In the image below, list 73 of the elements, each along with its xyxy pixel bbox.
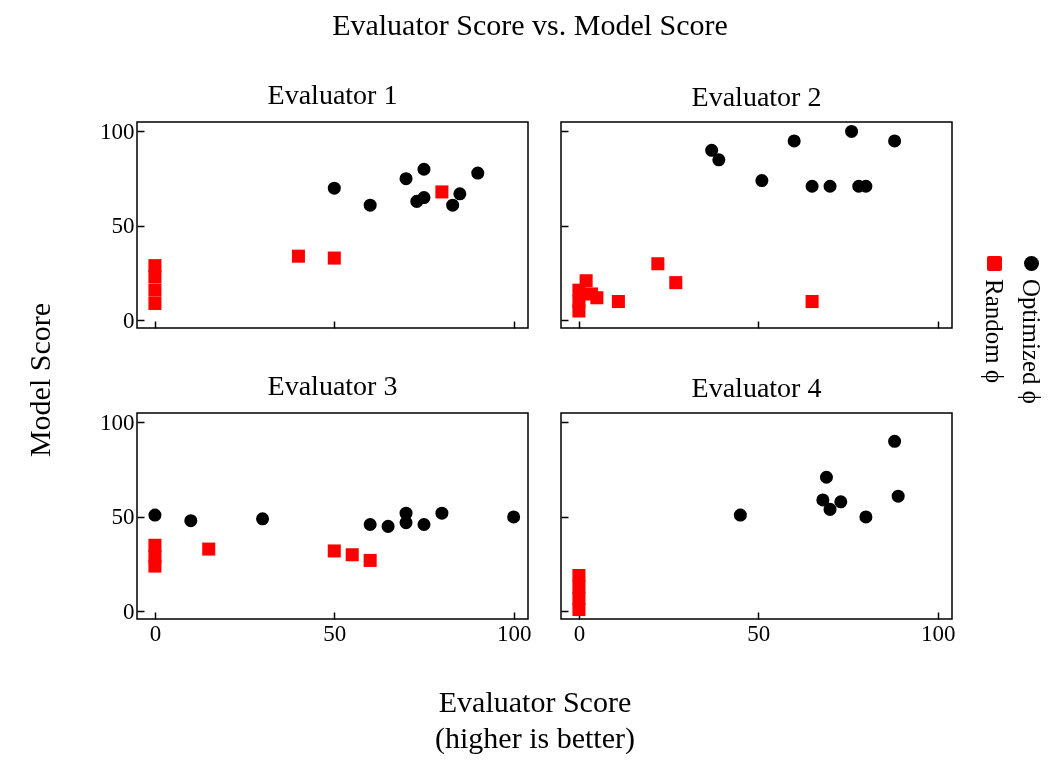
point xyxy=(805,179,819,193)
point xyxy=(148,296,162,310)
point xyxy=(888,434,902,448)
point xyxy=(399,516,413,530)
point xyxy=(572,295,586,309)
point xyxy=(327,181,341,195)
point xyxy=(148,538,162,552)
point xyxy=(733,508,747,522)
point xyxy=(891,489,905,503)
point xyxy=(446,198,460,212)
point xyxy=(417,518,431,532)
point xyxy=(834,495,848,509)
point xyxy=(345,548,359,562)
y-tick-label: 0 xyxy=(123,307,135,333)
point xyxy=(859,510,873,524)
point xyxy=(148,508,162,522)
point xyxy=(888,134,902,148)
point xyxy=(202,542,216,556)
chart-title: Evaluator 3 xyxy=(267,370,398,402)
chart-title: Evaluator 1 xyxy=(267,79,398,111)
y-tick-label: 100 xyxy=(100,409,135,435)
point xyxy=(823,502,837,516)
point xyxy=(417,191,431,205)
point xyxy=(712,153,726,167)
point xyxy=(363,518,377,532)
point xyxy=(291,249,305,263)
y-axis-title: Model Score xyxy=(23,302,57,458)
point xyxy=(651,257,665,271)
point xyxy=(435,185,449,199)
point xyxy=(399,172,413,186)
y-tick-label: 0 xyxy=(123,598,135,624)
x-tick-label: 100 xyxy=(496,620,532,646)
text: Evaluator Score vs. Model Score xyxy=(331,8,729,42)
x-axis-title: Evaluator Score (higher is better) xyxy=(435,684,635,756)
point xyxy=(453,187,467,201)
point xyxy=(819,470,833,484)
point xyxy=(823,179,837,193)
x-tick-label: 100 xyxy=(920,620,956,646)
point xyxy=(417,162,431,176)
point xyxy=(435,506,449,520)
point xyxy=(256,512,270,526)
point xyxy=(184,514,198,528)
x-tick-label: 0 xyxy=(149,620,162,646)
point xyxy=(787,134,801,148)
point xyxy=(507,510,521,524)
point xyxy=(572,569,586,583)
point xyxy=(755,174,769,188)
point xyxy=(148,259,162,273)
x-tick-label: 0 xyxy=(573,620,586,646)
point xyxy=(381,519,395,533)
chart-title: Evaluator 4 xyxy=(691,372,822,403)
chart-title: Evaluator 2 xyxy=(691,81,822,112)
point xyxy=(816,493,830,507)
legend-label: Random ϕ xyxy=(981,279,1008,384)
point xyxy=(471,166,485,180)
x-tick-label: 50 xyxy=(323,620,347,646)
point xyxy=(805,295,819,309)
y-tick-label: 100 xyxy=(100,118,135,144)
point xyxy=(327,251,341,265)
point xyxy=(572,591,586,605)
point xyxy=(363,553,377,567)
point xyxy=(845,124,859,138)
point xyxy=(363,198,377,212)
legend-label: Optimized ϕ xyxy=(1018,279,1045,404)
point xyxy=(611,295,625,309)
point xyxy=(327,544,341,558)
point xyxy=(584,287,599,301)
y-tick-label: 50 xyxy=(111,213,135,239)
point xyxy=(669,276,683,290)
point xyxy=(705,143,719,157)
point xyxy=(148,283,162,297)
x-tick-label: 50 xyxy=(747,620,771,646)
y-tick-label: 50 xyxy=(111,504,135,530)
